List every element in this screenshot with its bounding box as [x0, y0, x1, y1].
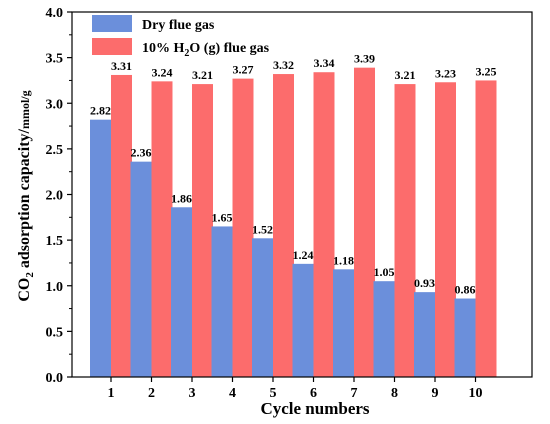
data-label-wet-1: 3.31 — [111, 59, 132, 73]
y-axis-title-unit: mmol/g — [18, 90, 32, 129]
bars-group — [90, 67, 497, 378]
x-tick-label-2: 2 — [148, 386, 155, 401]
data-label-wet-9: 3.23 — [435, 66, 456, 80]
bar-dry-8 — [373, 281, 395, 377]
legend-label-wet: 10% H2O (g) flue gas — [142, 41, 270, 59]
y-axis-title-sub: 2 — [24, 272, 36, 278]
bar-wet-5 — [273, 74, 294, 378]
bar-dry-3 — [171, 207, 192, 377]
data-label-dry-8: 1.05 — [374, 265, 395, 279]
y-tick-label-0.5: 0.5 — [46, 325, 64, 340]
x-tick-label-5: 5 — [270, 386, 277, 401]
data-label-dry-5: 1.52 — [252, 222, 273, 236]
data-label-dry-1: 2.82 — [90, 104, 111, 118]
x-axis: 1 2 3 4 5 6 7 8 9 10 — [108, 377, 483, 401]
y-tick-label-1.5: 1.5 — [46, 234, 64, 249]
bar-wet-9 — [435, 82, 456, 377]
bar-dry-9 — [414, 292, 435, 377]
data-label-wet-10: 3.25 — [476, 64, 497, 78]
bar-wet-1 — [111, 74, 132, 378]
legend-label-wet-sub: 2 — [184, 48, 189, 59]
bar-dry-5 — [252, 238, 273, 377]
bar-wet-6 — [313, 72, 335, 377]
legend-label-wet-suffix: O (g) flue gas — [189, 41, 269, 56]
y-tick-label-0.0: 0.0 — [46, 371, 64, 386]
data-label-dry-10: 0.86 — [455, 283, 476, 297]
y-tick-label-2.5: 2.5 — [46, 143, 64, 158]
y-axis: 0.0 0.5 1.0 1.5 2.0 2.5 3.0 3.5 4.0 — [46, 6, 72, 386]
bar-wet-7 — [354, 67, 375, 377]
x-tick-label-7: 7 — [351, 386, 358, 401]
data-label-dry-4: 1.65 — [212, 210, 233, 224]
bar-wet-4 — [232, 78, 254, 378]
legend-label-wet-prefix: 10% H — [142, 41, 185, 56]
y-tick-label-2.0: 2.0 — [46, 189, 64, 204]
data-label-dry-3: 1.86 — [171, 191, 192, 205]
data-label-wet-4: 3.27 — [233, 63, 254, 77]
data-label-dry-7: 1.18 — [333, 253, 354, 267]
y-tick-label-4.0: 4.0 — [46, 6, 64, 21]
data-label-dry-9: 0.93 — [414, 276, 435, 290]
bar-wet-8 — [394, 84, 416, 378]
bar-wet-3 — [192, 84, 213, 378]
bar-dry-4 — [211, 226, 233, 377]
plot-frame — [71, 11, 533, 378]
bar-labels-group: 2.82 3.31 2.36 3.24 1.86 3.21 1.65 3.27 1.52 3.32… — [90, 52, 497, 297]
x-axis-title: Cycle numbers — [260, 399, 369, 418]
data-label-wet-6: 3.34 — [314, 56, 335, 70]
data-label-wet-7: 3.39 — [354, 52, 375, 66]
data-label-wet-3: 3.21 — [192, 68, 213, 82]
x-tick-label-8: 8 — [391, 386, 398, 401]
bar-dry-10 — [454, 298, 476, 377]
y-axis-title: CO2 adsorption capacity/mmol/g — [16, 90, 36, 301]
bar-dry-2 — [130, 161, 152, 377]
x-tick-label-3: 3 — [189, 386, 196, 401]
bar-wet-2 — [151, 81, 173, 377]
x-tick-label-1: 1 — [108, 386, 115, 401]
x-tick-label-6: 6 — [310, 386, 317, 401]
y-tick-label-3.5: 3.5 — [46, 52, 64, 67]
bar-dry-1 — [90, 119, 111, 378]
y-axis-title-main: CO — [16, 278, 33, 302]
data-label-dry-6: 1.24 — [293, 248, 314, 262]
data-label-wet-8: 3.21 — [395, 68, 416, 82]
data-label-wet-2: 3.24 — [152, 65, 173, 79]
bar-wet-10 — [475, 80, 497, 377]
legend-swatch-wet — [92, 38, 132, 55]
data-label-dry-2: 2.36 — [131, 146, 152, 160]
y-axis-title-rest: adsorption capacity/ — [16, 128, 33, 272]
x-tick-label-4: 4 — [229, 386, 236, 401]
y-tick-label-3.0: 3.0 — [46, 97, 64, 112]
legend-swatch-dry — [92, 15, 132, 32]
legend-label-dry: Dry flue gas — [142, 18, 215, 33]
x-tick-label-9: 9 — [432, 386, 439, 401]
x-tick-label-10: 10 — [469, 386, 483, 401]
bar-dry-6 — [292, 263, 314, 377]
y-tick-label-1.0: 1.0 — [46, 280, 64, 295]
legend: Dry flue gas 10% H2O (g) flue gas — [92, 15, 270, 59]
bar-dry-7 — [333, 269, 354, 377]
data-label-wet-5: 3.32 — [273, 58, 294, 72]
